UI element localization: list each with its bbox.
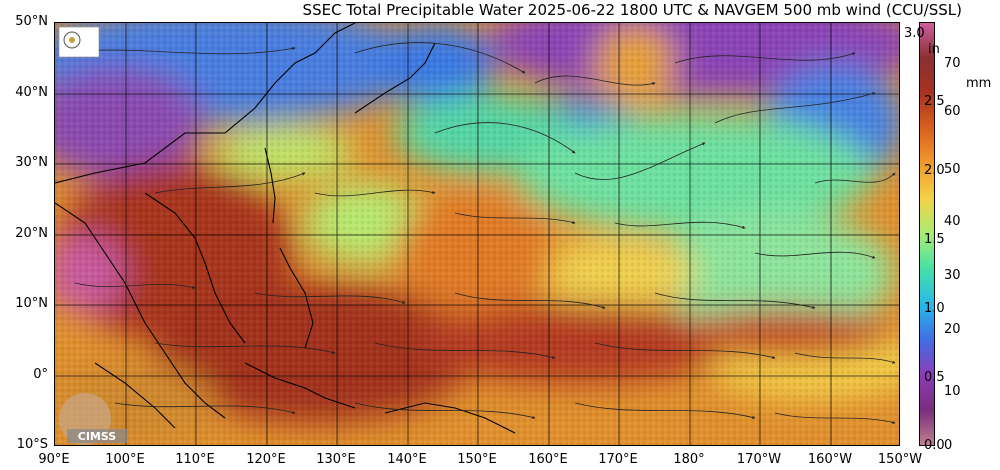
lon-label-120e: 120°E xyxy=(246,452,286,467)
colorbar-mm-tick-20: 20 xyxy=(944,322,961,337)
cimss-logo-text: CIMSS xyxy=(78,430,117,443)
colorbar-mm-tick-70: 70 xyxy=(944,56,961,71)
colorbar-in-tick-3-0: 3.0 xyxy=(904,26,925,41)
lon-label-140e: 140°E xyxy=(387,452,427,467)
colorbar-mm-tick-60: 60 xyxy=(944,104,961,119)
agency-logo xyxy=(58,26,100,58)
map-title: SSEC Total Precipitable Water 2025-06-22… xyxy=(302,1,962,19)
lat-label-10s: 10°S xyxy=(16,437,48,452)
colorbar-mm-unit: mm xyxy=(966,76,992,91)
lat-label-20n: 20°N xyxy=(15,226,48,241)
colorbar-mm-tick-30: 30 xyxy=(944,268,961,283)
lon-label-160e: 160°E xyxy=(528,452,568,467)
coastlines xyxy=(55,23,516,434)
lon-label-150e: 150°E xyxy=(457,452,497,467)
lon-label-150w: 150°W xyxy=(877,452,923,467)
lon-label-180: 180° xyxy=(673,452,705,467)
colorbar-in-tick-1-0: 1.0 xyxy=(924,301,945,316)
colorbar-in-tick-2-0: 2.0 xyxy=(924,163,945,178)
lon-label-160w: 160°W xyxy=(807,452,853,467)
colorbar-in-tick-2-5: 2.5 xyxy=(924,94,945,109)
lat-lon-grid xyxy=(55,23,899,445)
lat-label-40n: 40°N xyxy=(15,85,48,100)
colorbar-mm-tick-0: 0 xyxy=(944,438,953,453)
lat-label-10n: 10°N xyxy=(15,296,48,311)
lon-label-90e: 90°E xyxy=(38,452,70,467)
tpw-field xyxy=(55,23,899,445)
lon-label-110e: 110°E xyxy=(175,452,215,467)
lon-label-100e: 100°E xyxy=(105,452,145,467)
cimss-logo: CIMSS xyxy=(59,393,127,445)
colorbar-gradient xyxy=(919,22,935,446)
wind-streamlines xyxy=(64,42,896,424)
colorbar-mm-tick-10: 10 xyxy=(944,384,961,399)
tpw-map: CIMSS xyxy=(54,22,900,446)
colorbar-in-tick-0-5: 0.5 xyxy=(924,370,945,385)
colorbar-inch-unit: in xyxy=(928,42,940,57)
colorbar-in-tick-1-5: 1.5 xyxy=(924,232,945,247)
lon-label-130e: 130°E xyxy=(316,452,356,467)
lon-label-170w: 170°W xyxy=(736,452,782,467)
lon-label-170e: 170°E xyxy=(598,452,638,467)
lat-label-30n: 30°N xyxy=(15,155,48,170)
colorbar-in-tick-0-0: 0.0 xyxy=(924,438,945,453)
colorbar-mm-tick-50: 50 xyxy=(944,162,961,177)
lat-label-0: 0° xyxy=(33,367,48,382)
lat-label-50n: 50°N xyxy=(15,14,48,29)
colorbar-mm-tick-40: 40 xyxy=(944,214,961,229)
